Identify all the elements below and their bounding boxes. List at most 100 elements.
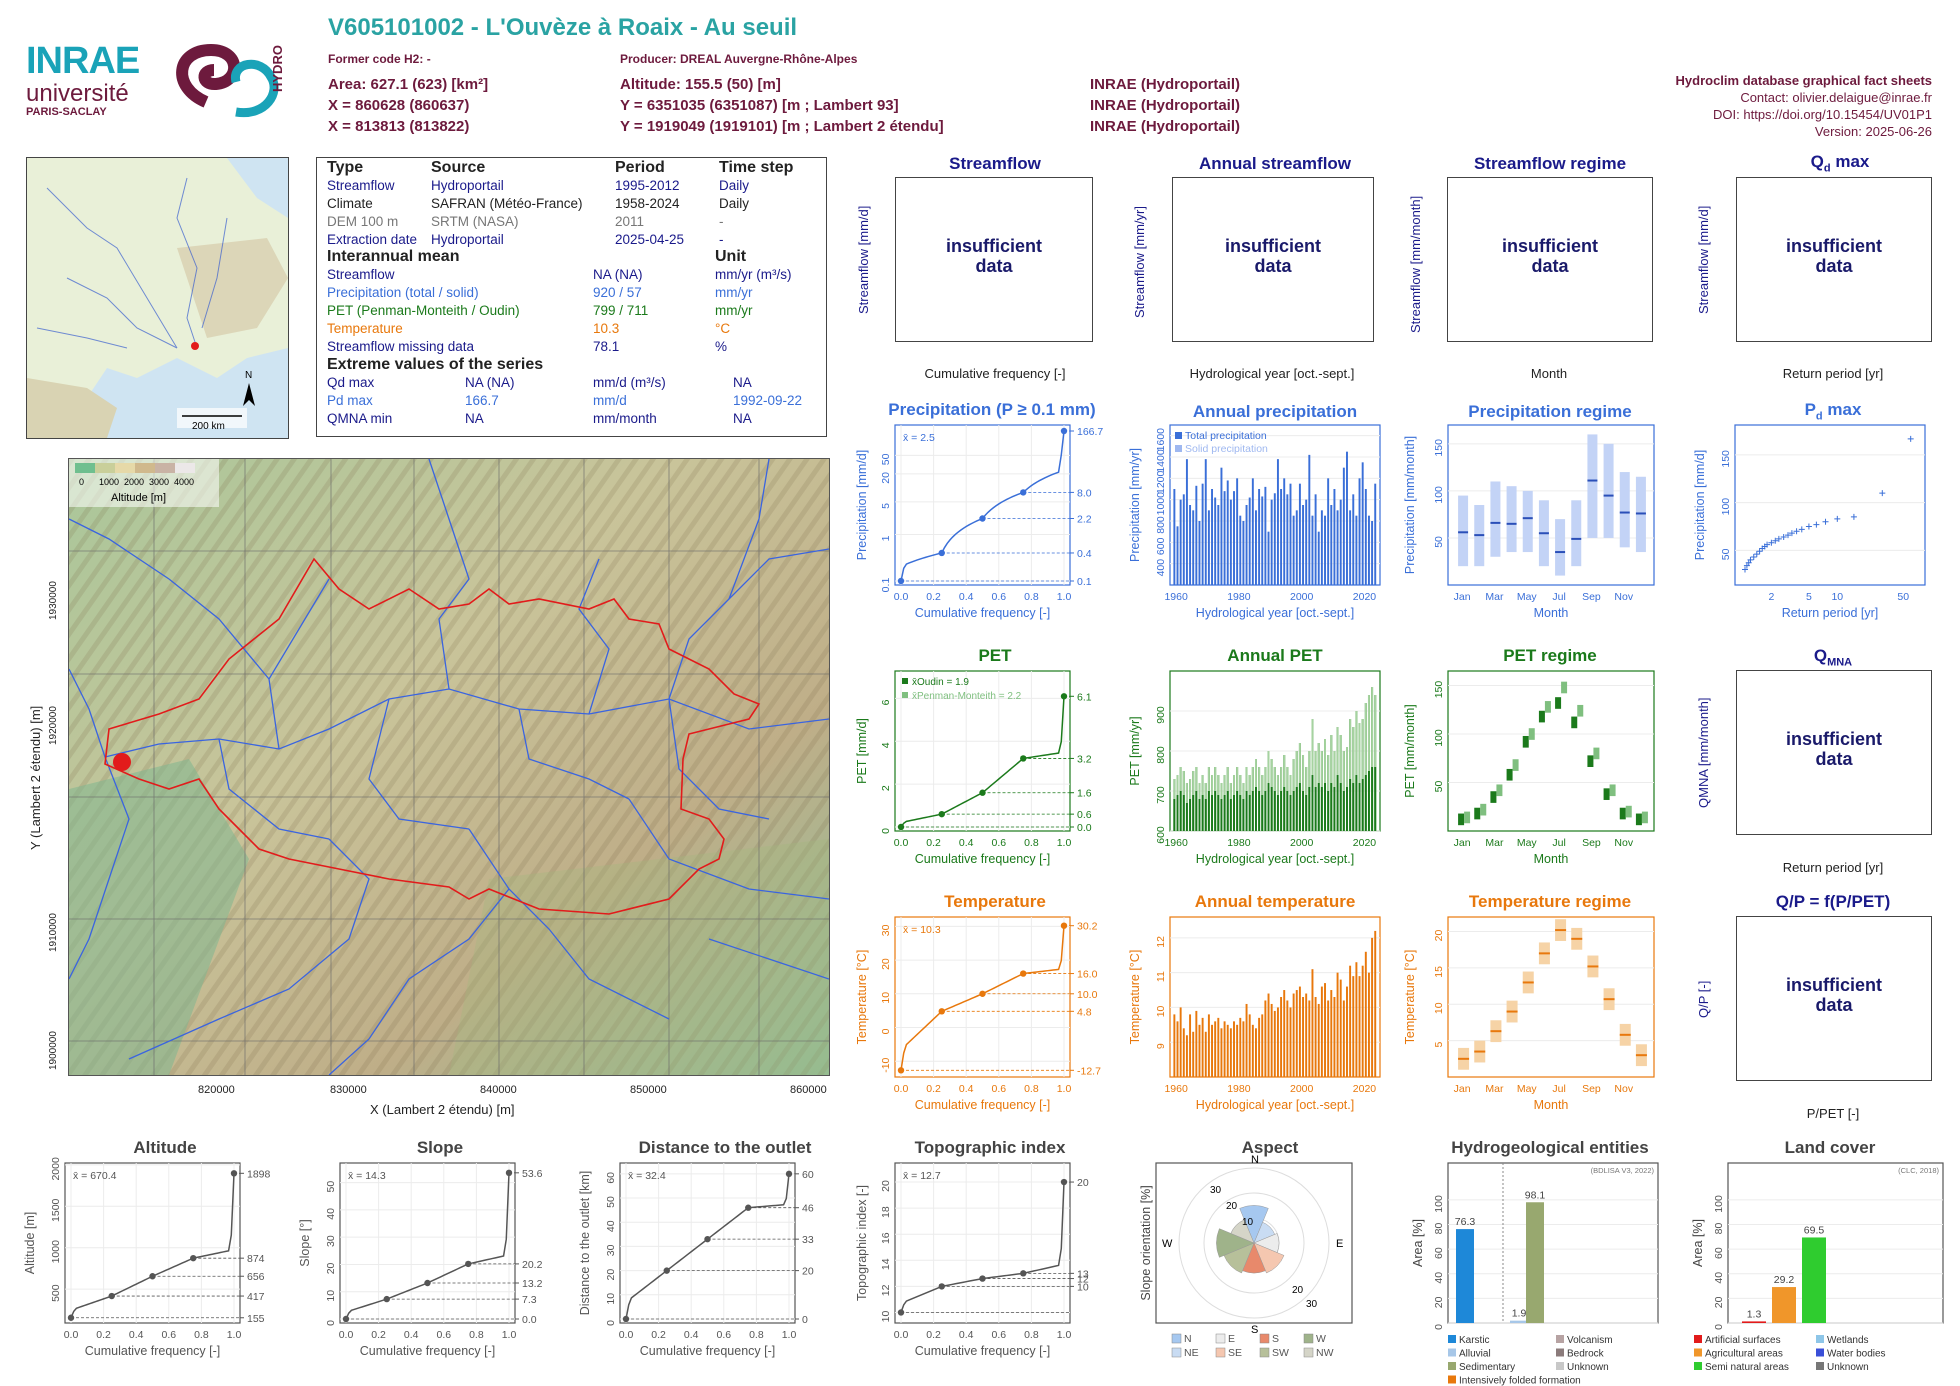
bar <box>1456 1229 1474 1323</box>
tick-label: Nov <box>1614 837 1633 849</box>
bar-oudin <box>1374 767 1377 831</box>
bar-oudin <box>1204 799 1207 831</box>
y-axis-label: Distance to the outlet [km] <box>578 1171 592 1316</box>
qd-max-xlabel: Return period [yr] <box>1782 366 1884 381</box>
legend-tick: 1000 <box>99 477 119 487</box>
qmna-ylabel: QMNA [mm/month] <box>1696 697 1711 808</box>
hydro-logo: HYDRO <box>176 43 285 118</box>
doi-link[interactable]: DOI: https://doi.org/10.15454/UV01P1 <box>1713 107 1932 122</box>
tick-label: 100 <box>1433 729 1445 747</box>
tick-label: Jul <box>1552 591 1565 603</box>
tick-label: 1980 <box>1227 837 1251 849</box>
tick-label: 1.0 <box>1057 1083 1072 1095</box>
quantile-point <box>897 823 905 831</box>
bar <box>1270 499 1273 585</box>
legend-label: Bedrock <box>1567 1349 1605 1360</box>
tick-label: 1200 <box>1155 470 1167 494</box>
tick-label: 30 <box>880 924 892 936</box>
quantile-point <box>704 1235 711 1243</box>
right-quantile-label: 20 <box>1077 1177 1089 1189</box>
right-quantile-label: 656 <box>247 1271 265 1283</box>
tick-label: 1.0 <box>502 1329 517 1341</box>
legend-swatch <box>1556 1348 1564 1357</box>
qp-msg: insufficient data <box>1785 975 1882 1015</box>
bar-oudin <box>1276 795 1279 831</box>
quantile-point <box>979 789 986 796</box>
extreme-header-row: Extreme values of the series <box>325 356 804 374</box>
cell: Streamflow missing data <box>327 339 475 354</box>
bar-oudin <box>1236 791 1239 831</box>
cell: SRTM (NASA) <box>431 214 519 229</box>
bar-label: 29.2 <box>1774 1274 1795 1286</box>
extreme-row: Pd max 166.7 mm/d 1992-09-22 <box>325 392 804 410</box>
direction-label: N <box>1251 1155 1259 1166</box>
cell: Pd max <box>327 393 373 408</box>
bar <box>1802 1237 1826 1323</box>
cell: Extraction date <box>327 232 418 247</box>
bar <box>1273 1010 1276 1077</box>
legend-tick: 4000 <box>174 477 194 487</box>
bar <box>1305 993 1308 1077</box>
altitude-chart: 500 1000 1500 2000 1898 874 656 417 155 0.0 0.2 0.4… <box>23 1157 271 1358</box>
paris-saclay-logo: PARIS-SACLAY <box>26 106 107 118</box>
legend-swatch <box>1448 1362 1456 1370</box>
bar <box>1342 467 1345 585</box>
tick-label: 80 <box>1713 1223 1725 1235</box>
annual-streamflow-ylabel: Streamflow [mm/yr] <box>1132 206 1147 318</box>
bar <box>1226 1024 1229 1077</box>
box-penman <box>1464 811 1471 824</box>
inrae-logo: INRAE <box>26 40 140 82</box>
bar <box>1220 1028 1223 1077</box>
y-lambert93: Y = 6351035 (6351087) [m ; Lambert 93] <box>620 97 899 114</box>
x-axis-label: Cumulative frequency [-] <box>85 1344 220 1358</box>
bar-oudin <box>1364 775 1367 831</box>
bar <box>1267 993 1270 1077</box>
mean-label: x̄ = 32.4 <box>628 1170 666 1182</box>
bar <box>1333 489 1336 585</box>
bar <box>1239 1017 1242 1077</box>
bar <box>1179 1007 1182 1077</box>
bar <box>1320 510 1323 585</box>
bar-oudin <box>1302 791 1305 831</box>
data-point <box>1788 530 1795 537</box>
contact[interactable]: Contact: olivier.delaigue@inrae.fr <box>1740 90 1932 105</box>
bar <box>1229 1028 1232 1077</box>
tick-label: 10 <box>880 1310 892 1322</box>
bar <box>1233 491 1235 585</box>
map-ylabel: Y (Lambert 2 étendu) [m] <box>28 705 43 850</box>
bar <box>1192 510 1195 585</box>
tick-label: 0.4 <box>959 591 974 603</box>
bar-oudin <box>1324 783 1326 831</box>
tick-label: 1.0 <box>1057 837 1072 849</box>
extreme-row: Qd max NA (NA) mm/d (m³/s) NA <box>325 374 804 392</box>
tick-label: 10 <box>880 992 892 1004</box>
bar <box>1207 1014 1210 1077</box>
bar-oudin <box>1242 799 1245 831</box>
north-arrow-icon <box>243 383 255 406</box>
bar-oudin <box>1283 787 1286 831</box>
tick-label: 900 <box>1155 706 1167 724</box>
box-penman <box>1544 701 1551 713</box>
tick-label: 0.0 <box>64 1329 79 1341</box>
legend-label: S <box>1272 1333 1279 1345</box>
right-quantile-label: 0.1 <box>1077 576 1092 588</box>
streamflow-title: Streamflow <box>949 154 1041 173</box>
y-axis-label: Area [%] <box>1411 1219 1425 1267</box>
bar <box>1324 983 1326 1077</box>
tick-label: 0.8 <box>1024 1329 1039 1341</box>
data-point <box>1741 566 1748 573</box>
qp-title: Q/P = f(P/PET) <box>1775 892 1891 911</box>
bar-penman <box>1371 687 1374 831</box>
legend-swatch <box>1448 1335 1456 1343</box>
data-point <box>1768 539 1775 546</box>
radial-tick: 30 <box>1210 1185 1222 1196</box>
cell: mm/yr (m³/s) <box>715 267 792 282</box>
legend-tick: 3000 <box>149 477 169 487</box>
y-axis-label: Precipitation [mm/d] <box>855 450 869 560</box>
bar-oudin <box>1298 783 1301 831</box>
landcover-chart: 0 20 40 60 80 100 1.3 29.2 69.5 (CLC, 2018) Area [… <box>1691 1162 1944 1373</box>
temp-title: Temperature <box>944 892 1046 911</box>
box-penman <box>1496 784 1503 797</box>
bar-oudin <box>1311 775 1314 831</box>
